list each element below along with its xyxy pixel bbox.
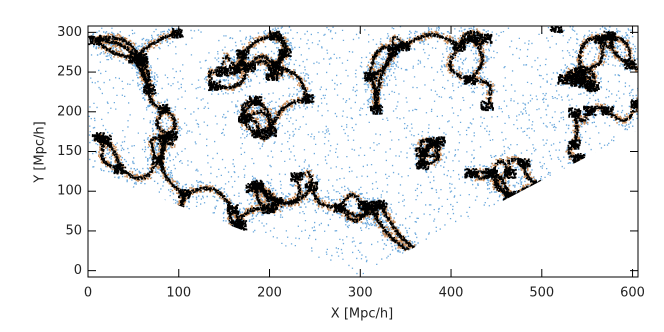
x-axis-label: X [Mpc/h] bbox=[331, 307, 393, 322]
y-tick-label: 300 bbox=[57, 25, 82, 40]
galaxy-points bbox=[88, 26, 638, 276]
plot-frame bbox=[87, 25, 639, 278]
y-tick-label: 100 bbox=[57, 184, 82, 199]
density-field bbox=[88, 26, 638, 276]
y-tick-label: 250 bbox=[57, 65, 82, 80]
x-tick-label: 200 bbox=[257, 286, 282, 301]
y-tick-label: 0 bbox=[74, 263, 82, 278]
galaxy-points bbox=[88, 26, 638, 276]
y-tick-label: 150 bbox=[57, 144, 82, 159]
x-tick-label: 600 bbox=[620, 286, 645, 301]
y-tick-label: 50 bbox=[65, 223, 82, 238]
x-tick-label: 0 bbox=[84, 286, 92, 301]
x-tick-label: 100 bbox=[166, 286, 191, 301]
x-tick-label: 500 bbox=[529, 286, 554, 301]
x-tick-label: 400 bbox=[439, 286, 464, 301]
y-axis-label: Y [Mpc/h] bbox=[33, 121, 48, 183]
x-tick-label: 300 bbox=[348, 286, 373, 301]
y-tick-label: 200 bbox=[57, 104, 82, 119]
galaxy-points bbox=[91, 28, 638, 276]
